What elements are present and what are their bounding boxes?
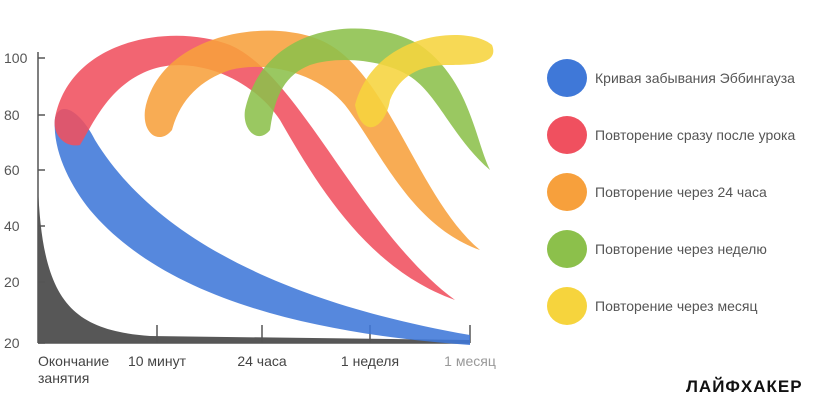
watermark-logo: ЛАЙФХАКЕР [686,377,803,392]
x-tick-label: 1 неделя [341,353,399,369]
y-tick-label: 60 [4,162,20,178]
x-tick-label: 10 минут [128,353,187,369]
y-tick-label: 80 [4,107,20,123]
legend-label: Повторение сразу после урока [595,127,795,143]
legend-swatch [547,116,587,154]
baseline-decay-area [38,185,470,343]
legend-swatch [547,59,587,97]
legend-label: Кривая забывания Эббингауза [595,70,795,86]
y-tick-label: 100 [4,50,28,66]
x-tick-label: 1 месяц [444,353,496,369]
curve-band-3 [144,30,481,250]
legend-label: Повторение через месяц [595,298,757,314]
legend-swatch [547,287,587,325]
axes: 20 20 40 60 80 100 Окончание занятия 10 минут 24 … [4,50,496,386]
legend-swatch [547,173,587,211]
y-tick-label: 40 [4,218,20,234]
legend-label: Повторение через 24 часа [595,184,767,200]
legend-swatch [547,230,587,268]
curve-band-1 [54,109,470,345]
y-tick-label: 20 [4,335,20,351]
x-tick-label: Окончание занятия [38,353,109,386]
legend: Кривая забывания Эббингауза Повторение ср… [547,59,795,325]
curve-band-5 [355,34,494,128]
legend-label: Повторение через неделю [595,241,767,257]
y-tick-label: 20 [4,274,20,290]
curve-bands [54,28,494,345]
x-tick-label: 24 часа [237,353,287,369]
